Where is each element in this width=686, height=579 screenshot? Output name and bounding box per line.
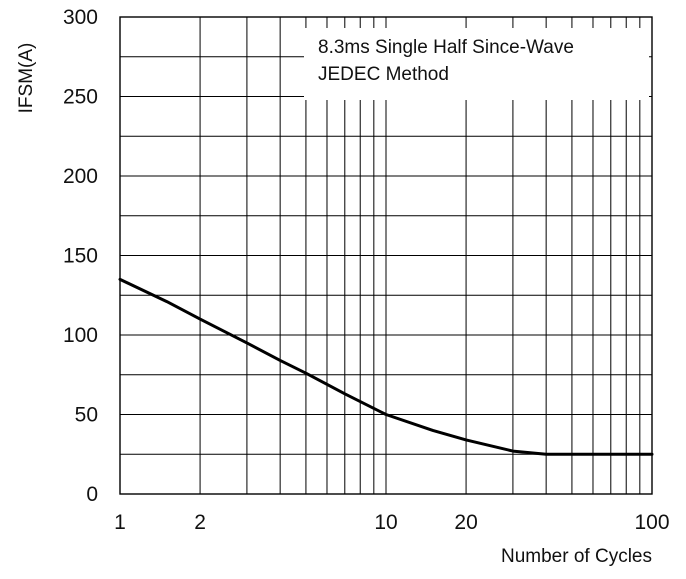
- plot-frame: [119, 16, 653, 495]
- y-axis-title: IFSM(A): [16, 43, 37, 114]
- x-tick-label: 20: [454, 511, 477, 534]
- series-line-1: [118, 277, 654, 456]
- x-tick-label: 1: [114, 511, 126, 534]
- y-tick-label: 200: [63, 165, 98, 188]
- y-tick-label: 150: [63, 245, 98, 268]
- plot-area-border: [119, 16, 653, 495]
- y-tick-label: 0: [86, 483, 98, 506]
- y-tick-label: 100: [63, 324, 98, 347]
- x-tick-label: 10: [374, 511, 397, 534]
- tick-labels: 0 50 100 150 200 250 300 1 2 10 20 100: [63, 6, 670, 534]
- y-tick-label: 50: [75, 404, 98, 427]
- annotation-line-1: 8.3ms Single Half Since-Wave: [318, 37, 574, 58]
- y-tick-label: 300: [63, 6, 98, 29]
- y-tick-label: 250: [63, 86, 98, 109]
- annotation-box: 8.3ms Single Half Since-Wave JEDEC Metho…: [304, 28, 649, 100]
- x-axis-title: Number of Cycles: [501, 546, 652, 567]
- x-tick-label: 100: [634, 511, 669, 534]
- annotation-background: [304, 28, 649, 100]
- annotation-line-2: JEDEC Method: [318, 64, 449, 85]
- x-tick-label: 2: [194, 511, 206, 534]
- series-layer: [118, 277, 654, 456]
